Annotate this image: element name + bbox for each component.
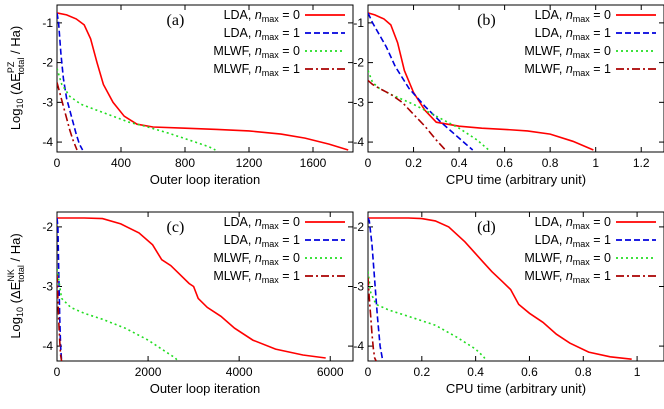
y-tick-label: -1 [353,16,364,30]
x-tick-label: 6000 [317,365,344,379]
legend-label: LDA, nmax = 0 [535,8,611,24]
y-tick-label: -1 [42,16,53,30]
y-tick-label: -4 [353,339,364,353]
legend: LDA, nmax = 0 LDA, nmax = 1 MLWF, nmax = 0… [524,215,656,285]
panel-tag: (c) [167,219,185,236]
x-tick-label: 0 [54,365,61,379]
x-tick-label: 0.2 [413,365,430,379]
legend-label: LDA, nmax = 1 [535,26,611,42]
x-tick-label: 0 [54,156,61,170]
x-tick-label: 1200 [236,156,263,170]
y-tick-label: -2 [353,220,364,234]
legend-label: MLWF, nmax = 1 [524,62,611,78]
y-tick-label: -2 [42,56,53,70]
y-tick-label: -4 [42,135,53,149]
series-line-mlwf0 [57,268,179,361]
legend-label: MLWF, nmax = 0 [524,44,611,60]
x-tick-label: 0.4 [451,156,468,170]
legend-label: LDA, nmax = 0 [224,215,300,231]
y-tick-label: -3 [42,280,53,294]
series-line-mlwf0 [368,70,490,151]
legend-label: LDA, nmax = 0 [224,8,300,24]
x-axis-label: Outer loop iteration [150,381,261,396]
x-tick-label: 2000 [135,365,162,379]
x-tick-label: 400 [111,156,131,170]
x-tick-label: 1600 [300,156,327,170]
x-tick-label: 1 [634,365,641,379]
x-tick-label: 0.4 [467,365,484,379]
x-tick-label: 0.8 [542,156,559,170]
x-axis-label: CPU time (arbitrary unit) [446,172,586,187]
series-line-lda0 [57,12,349,151]
legend-label: MLWF, nmax = 0 [213,44,300,60]
panel-b: 0 0.2 0.4 0.6 0.8 1 1.2 -1 -2 -3 -4 CPU time (arbit… [353,4,664,187]
x-tick-label: 0 [365,156,372,170]
y-tick-label: -3 [353,280,364,294]
legend-label: MLWF, nmax = 1 [213,62,300,78]
series-line-lda1 [368,12,474,151]
series-line-mlwf0 [368,271,488,361]
series-line-mlwf1 [57,274,63,361]
series-line-mlwf1 [368,277,377,361]
legend-label: MLWF, nmax = 0 [524,251,611,267]
series-line-lda0 [368,12,594,151]
legend: LDA, nmax = 0 LDA, nmax = 1 MLWF, nmax = 0… [524,8,656,78]
panel-tag: (a) [167,12,185,29]
plot-frame [56,4,354,153]
x-tick-label: 4000 [226,365,253,379]
plot-frame [56,211,354,362]
legend-label: MLWF, nmax = 1 [524,269,611,285]
x-tick-label: 0.8 [575,365,592,379]
y-axis-labels: Log10 (ΔEPZtotal / Ha) Log10 (ΔENKtotal /… [6,26,26,339]
panels: 0 400 800 1200 1600 -1 -2 -3 -4 Outer loop iterat… [42,4,664,396]
y-tick-label: -4 [353,135,364,149]
series-line-lda0 [57,217,326,359]
x-tick-label: 0 [365,365,372,379]
y-tick-label: -2 [42,220,53,234]
y-tick-label: -4 [42,339,53,353]
x-tick-label: 1.2 [633,156,650,170]
legend-label: LDA, nmax = 1 [535,233,611,249]
legend: LDA, nmax = 0 LDA, nmax = 1 MLWF, nmax = 0… [213,215,345,285]
series-line-lda1 [57,12,84,151]
series-line-lda1 [57,217,63,361]
x-axis-label: CPU time (arbitrary unit) [446,381,586,396]
legend-label: MLWF, nmax = 1 [213,269,300,285]
y-tick-label: -3 [353,95,364,109]
legend-label: MLWF, nmax = 0 [213,251,300,267]
series-line-mlwf0 [57,68,216,151]
legend-label: LDA, nmax = 1 [224,26,300,42]
panel-a: 0 400 800 1200 1600 -1 -2 -3 -4 Outer loop iterat… [42,4,354,187]
panel-tag: (d) [477,219,496,236]
series-line-lda0 [368,217,632,360]
legend-label: LDA, nmax = 1 [224,233,300,249]
panel-d: 0 0.2 0.4 0.6 0.8 1 -2 -3 -4 CPU time (arbitrary … [353,211,664,396]
x-tick-label: 0.6 [496,156,513,170]
series-line-mlwf1 [57,82,78,151]
legend-label: LDA, nmax = 0 [535,215,611,231]
series-line-mlwf1 [368,79,446,151]
x-axis-label: Outer loop iteration [150,172,261,187]
panel-tag: (b) [477,12,496,29]
y-tick-label: -3 [42,95,53,109]
x-tick-label: 0.6 [521,365,538,379]
x-tick-label: 800 [175,156,195,170]
x-tick-label: 1 [592,156,599,170]
x-tick-label: 0.2 [405,156,422,170]
series-line-lda1 [368,217,384,361]
panel-c: 0 2000 4000 6000 -2 -3 -4 Outer loop iteration (… [42,211,354,396]
plot-frame [367,211,664,362]
y-axis-label-top: Log10 (ΔEPZtotal / Ha) [6,26,26,130]
y-tick-label: -2 [353,56,364,70]
legend: LDA, nmax = 0 LDA, nmax = 1 MLWF, nmax = 0… [213,8,345,78]
y-axis-label-bottom: Log10 (ΔENKtotal / Ha) [6,233,26,338]
plot-frame [367,4,664,153]
